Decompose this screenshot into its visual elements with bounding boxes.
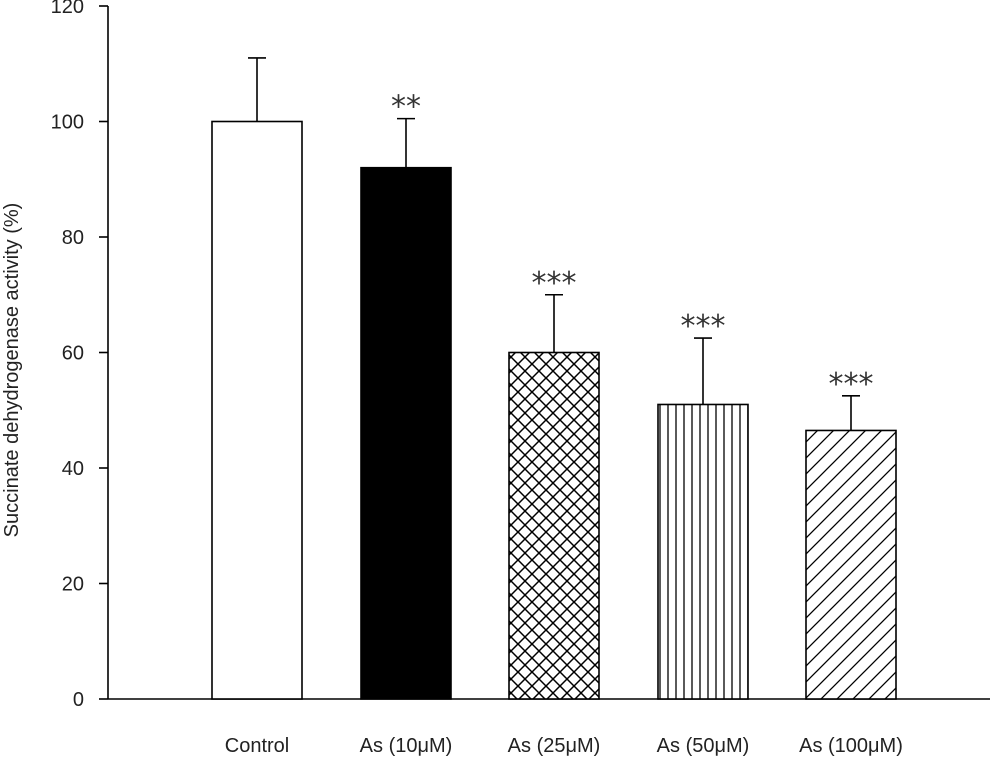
significance-marker: ** — [391, 90, 421, 125]
category-label: As (10μM) — [360, 735, 453, 757]
category-label: As (100μM) — [799, 735, 903, 757]
category-labels: Control As (10μM) As (25μM) As (50μM) As (10… — [225, 735, 903, 757]
bar — [805, 429, 897, 700]
significance-marker: *** — [681, 309, 726, 344]
bar — [508, 351, 600, 700]
bar — [211, 120, 303, 700]
significance-marker: *** — [532, 266, 577, 301]
y-tick-label: 60 — [62, 343, 84, 365]
y-tick-label: 40 — [62, 458, 84, 480]
y-tick-label: 100 — [51, 112, 84, 134]
y-tick-label: 120 — [51, 0, 84, 18]
y-tick-label: 0 — [73, 689, 84, 711]
bars: *********** — [211, 57, 897, 700]
y-tick-label: 80 — [62, 227, 84, 249]
y-axis-title: Succinate dehydrogenase activity (%) — [1, 203, 23, 538]
bar — [657, 403, 749, 700]
y-ticks: 0 20 40 60 80 100 120 — [51, 0, 108, 711]
bar — [360, 166, 452, 700]
category-label: As (25μM) — [508, 735, 601, 757]
category-label: As (50μM) — [657, 735, 750, 757]
y-tick-label: 20 — [62, 574, 84, 596]
category-label: Control — [225, 735, 289, 757]
significance-marker: *** — [829, 367, 874, 402]
